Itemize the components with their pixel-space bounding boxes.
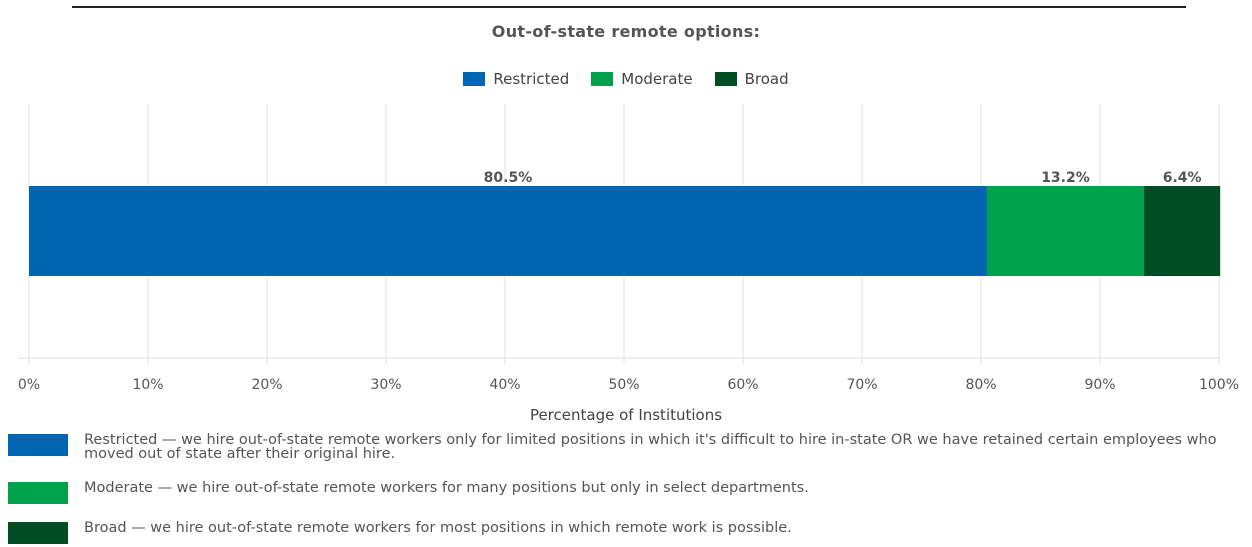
bar-segment-moderate (986, 186, 1145, 276)
bar-segment-restricted (29, 186, 987, 276)
legend-label-broad: Broad (744, 70, 789, 88)
x-tick-label: 10% (132, 377, 163, 393)
top-divider (72, 6, 1186, 8)
chart-legend: Restricted Moderate Broad (0, 70, 1252, 88)
data-label-moderate: 13.2% (1041, 170, 1090, 186)
legend-swatch-restricted (463, 72, 486, 86)
x-tick-label: 20% (251, 377, 282, 393)
bar-segment-broad (1144, 186, 1221, 276)
legend-label-restricted: Restricted (493, 70, 570, 88)
definition-text-broad: Broad — we hire out-of-state remote work… (84, 520, 792, 536)
x-tick-label: 90% (1084, 377, 1115, 393)
x-tick-label: 30% (370, 377, 401, 393)
definition-broad: Broad — we hire out-of-state remote work… (8, 521, 1244, 547)
x-tick-label: 50% (608, 377, 639, 393)
category-definitions: Restricted — we hire out-of-state remote… (8, 433, 1244, 547)
x-tick-label: 60% (727, 377, 758, 393)
chart-title: Out-of-state remote options: (491, 22, 761, 41)
definition-swatch-broad (8, 522, 68, 544)
definition-text-moderate: Moderate — we hire out-of-state remote w… (84, 480, 809, 496)
definition-restricted: Restricted — we hire out-of-state remote… (8, 433, 1244, 481)
data-label-broad: 6.4% (1163, 170, 1202, 186)
definition-swatch-moderate (8, 482, 68, 504)
legend-item-broad[interactable]: Broad (714, 70, 789, 88)
legend-item-moderate[interactable]: Moderate (591, 70, 693, 88)
x-tick-label: 0% (18, 377, 40, 393)
x-tick-label: 40% (489, 377, 520, 393)
x-tick-label: 100% (1199, 377, 1239, 393)
definition-swatch-restricted (8, 434, 68, 456)
data-label-restricted: 80.5% (484, 170, 533, 186)
legend-item-restricted[interactable]: Restricted (463, 70, 569, 88)
legend-swatch-broad (714, 72, 737, 86)
x-tick-label: 70% (846, 377, 877, 393)
x-tick-label: 80% (965, 377, 996, 393)
definition-moderate: Moderate — we hire out-of-state remote w… (8, 481, 1244, 521)
legend-swatch-moderate (591, 72, 614, 86)
definition-text-restricted: Restricted — we hire out-of-state remote… (84, 432, 1217, 462)
stacked-bar-plot: 0% 10% 20% 30% 40% 50% 60% 70% 80% 90% 100% 80.5% 13… (18, 104, 1239, 393)
legend-label-moderate: Moderate (621, 70, 693, 88)
x-axis-title: Percentage of Institutions (529, 406, 723, 424)
